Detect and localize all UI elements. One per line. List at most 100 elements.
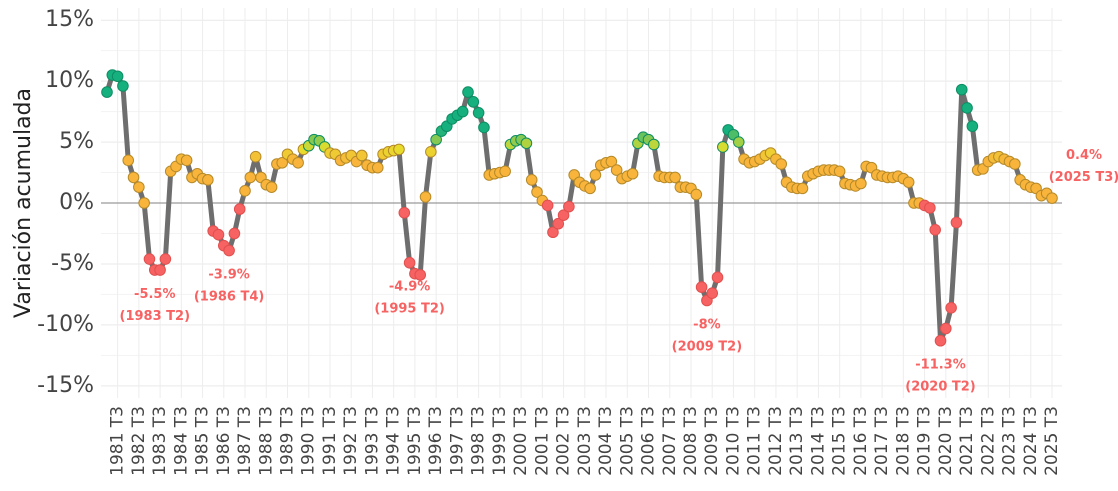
x-tick-label: 1985 T3 (193, 406, 213, 476)
annotation-value: -11.3% (915, 358, 966, 373)
x-tick-label: 2010 T3 (723, 406, 743, 476)
x-tick-label: 2013 T3 (787, 406, 807, 476)
data-point (924, 202, 936, 214)
x-tick-label: 2022 T3 (978, 406, 998, 476)
data-point (610, 164, 623, 176)
x-tick-label: 1999 T3 (490, 406, 510, 476)
data-point (855, 177, 867, 190)
x-tick-label: 1995 T3 (405, 406, 425, 476)
data-point (249, 150, 262, 163)
x-tick-label: 1996 T3 (426, 406, 446, 476)
y-tick-label: 15% (45, 7, 94, 32)
x-tick-label: 2002 T3 (554, 406, 574, 476)
data-point (605, 155, 618, 168)
x-tick-label: 2004 T3 (596, 406, 616, 476)
data-point (541, 199, 554, 212)
data-point (669, 171, 681, 184)
x-tick-label: 2011 T3 (745, 406, 765, 476)
data-point (520, 137, 533, 150)
data-point (833, 165, 846, 178)
data-point (430, 133, 442, 146)
data-point (456, 105, 469, 118)
data-point (499, 165, 511, 178)
annotation-value: -4.9% (389, 280, 430, 295)
y-tick-label: -5% (51, 251, 94, 276)
x-axis: 1981 T3 1982 T3 1983 T3 1984 T3 1985 T3 1986 … (108, 406, 1062, 476)
data-point (690, 188, 703, 201)
data-point (127, 171, 140, 184)
x-tick-label: 2003 T3 (575, 406, 595, 476)
y-tick-label: 10% (45, 68, 94, 93)
data-point (711, 271, 724, 284)
x-tick-label: 2007 T3 (660, 406, 680, 476)
x-tick-label: 1986 T3 (214, 406, 234, 476)
data-point (467, 96, 480, 108)
annotation-period: (1983 T2) (120, 309, 191, 324)
data-points (101, 69, 1058, 347)
data-point (223, 244, 235, 257)
x-tick-label: 1993 T3 (362, 406, 382, 476)
x-tick-label: 1987 T3 (235, 406, 255, 476)
annotation-period: (1995 T2) (374, 302, 445, 317)
annotation-period: (2009 T2) (672, 340, 743, 355)
data-point (552, 217, 565, 230)
data-point (233, 203, 246, 215)
x-tick-label: 2009 T3 (702, 406, 722, 476)
data-point (398, 206, 411, 219)
data-point (239, 185, 251, 197)
data-point (143, 253, 156, 265)
data-point (796, 182, 809, 195)
x-tick-label: 1994 T3 (384, 406, 404, 476)
y-axis-title: Variación acumulada (11, 88, 36, 318)
data-point (419, 191, 432, 203)
x-tick-label: 1991 T3 (320, 406, 340, 476)
data-point (584, 182, 596, 195)
x-tick-label: 1988 T3 (256, 406, 276, 476)
x-tick-label: 2005 T3 (617, 406, 637, 476)
x-tick-label: 2008 T3 (681, 406, 701, 476)
x-tick-label: 1990 T3 (299, 406, 319, 476)
x-tick-label: 2018 T3 (893, 406, 913, 476)
data-point (950, 216, 963, 229)
data-point (717, 141, 729, 153)
data-point (159, 253, 172, 265)
x-tick-label: 1998 T3 (469, 406, 489, 476)
data-point (929, 224, 942, 236)
x-tick-label: 2006 T3 (639, 406, 659, 476)
data-point (547, 226, 559, 239)
data-point (706, 287, 719, 299)
data-point (525, 174, 538, 186)
data-point (414, 269, 427, 281)
data-point (902, 176, 915, 189)
data-point (101, 86, 113, 98)
x-tick-label: 2014 T3 (808, 406, 828, 476)
annotation-period: (1986 T4) (194, 290, 265, 305)
annotation-period: (2025 T3) (1049, 170, 1118, 185)
data-point (732, 136, 745, 148)
data-point (557, 209, 570, 221)
y-axis: -15% -10% -5% 0% 5% 10% 15% (37, 7, 94, 398)
data-point (1009, 158, 1021, 170)
annotation-period: (2020 T2) (905, 380, 976, 395)
x-tick-label: 1997 T3 (447, 406, 467, 476)
x-tick-label: 1982 T3 (129, 406, 149, 476)
data-point (955, 83, 968, 96)
x-tick-label: 2017 T3 (872, 406, 892, 476)
x-tick-label: 2021 T3 (957, 406, 977, 476)
data-point (111, 70, 124, 83)
data-point (648, 138, 660, 151)
y-tick-label: 5% (59, 129, 94, 154)
x-tick-label: 2020 T3 (936, 406, 956, 476)
data-point (1046, 192, 1058, 204)
data-point (371, 161, 384, 174)
data-point (180, 154, 193, 167)
x-tick-label: 2015 T3 (830, 406, 850, 476)
x-tick-label: 1992 T3 (341, 406, 361, 476)
annotations: -5.5% (1983 T2) -3.9% (1986 T4) -4.9% (1995 T… (120, 148, 1118, 395)
x-tick-label: 1983 T3 (150, 406, 170, 476)
data-point (940, 322, 952, 335)
x-tick-label: 2001 T3 (532, 406, 552, 476)
annotation-value: 0.4% (1066, 148, 1102, 163)
data-point (138, 197, 150, 209)
